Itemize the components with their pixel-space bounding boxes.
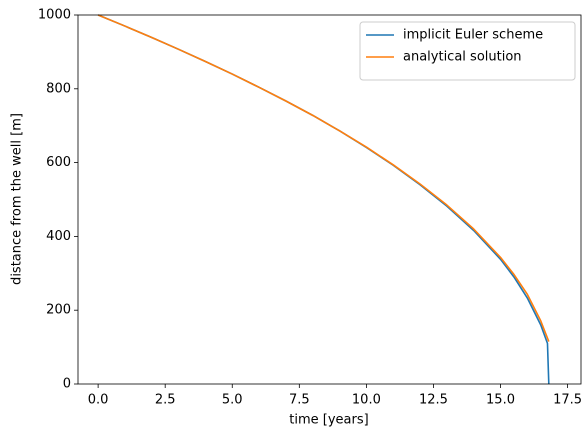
x-tick-label: 7.5 bbox=[289, 393, 310, 408]
y-tick-label: 200 bbox=[46, 303, 71, 318]
y-tick-label: 1000 bbox=[38, 8, 71, 23]
series-line bbox=[97, 14, 550, 342]
x-tick-label: 10.0 bbox=[352, 393, 381, 408]
x-tick-label: 15.0 bbox=[486, 393, 515, 408]
x-tick-label: 0.0 bbox=[88, 393, 109, 408]
x-tick-label: 5.0 bbox=[222, 393, 243, 408]
y-tick-label: 600 bbox=[46, 155, 71, 170]
y-axis-label: distance from the well [m] bbox=[10, 113, 25, 285]
legend-label: implicit Euler scheme bbox=[403, 28, 543, 43]
x-tick-label: 12.5 bbox=[419, 393, 448, 408]
y-tick-label: 400 bbox=[46, 229, 71, 244]
y-tick-label: 800 bbox=[46, 81, 71, 96]
y-tick-label: 0 bbox=[63, 377, 71, 392]
x-axis-label: time [years] bbox=[289, 413, 368, 428]
x-tick-label: 17.5 bbox=[553, 393, 582, 408]
x-tick-label: 2.5 bbox=[155, 393, 176, 408]
legend-box bbox=[359, 21, 576, 81]
legend-label: analytical solution bbox=[403, 50, 522, 65]
plot-frame bbox=[77, 14, 582, 385]
